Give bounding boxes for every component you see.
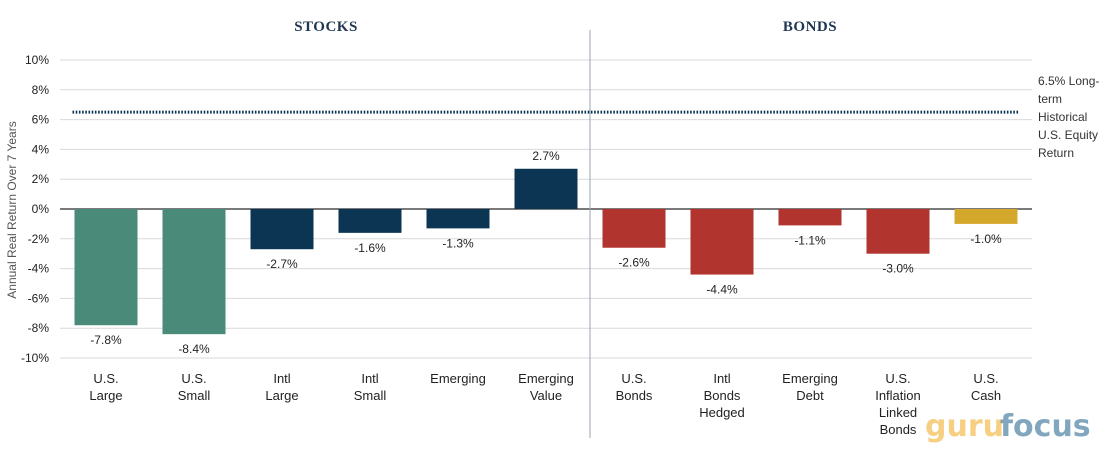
bar-value-label: -2.7% <box>266 257 298 271</box>
reference-line-group: 6.5% Long-term Historical U.S. Equity Retur… <box>72 74 1099 160</box>
category-label: Large <box>89 388 122 403</box>
y-tick-label: -2% <box>28 232 50 246</box>
bar-us-inflation-linked-bonds <box>866 209 930 254</box>
category-label: Emerging <box>518 371 574 386</box>
y-tick-label: 0% <box>32 202 50 216</box>
category-label: Value <box>530 388 562 403</box>
y-tick-label: -4% <box>28 262 50 276</box>
bar-us-cash <box>954 209 1018 224</box>
y-tick-label: 6% <box>32 113 50 127</box>
bar-value-label: 2.7% <box>532 149 560 163</box>
category-label: Emerging <box>782 371 838 386</box>
section-headers: STOCKS BONDS <box>294 19 837 35</box>
reference-line-label: Return <box>1038 146 1074 160</box>
y-tick-label: -6% <box>28 291 50 305</box>
category-label: U.S. <box>621 371 646 386</box>
category-label: Bonds <box>616 388 653 403</box>
bar-value-label: -1.6% <box>354 241 386 255</box>
category-label: U.S. <box>973 371 998 386</box>
y-axis: 10% 8% 6% 4% 2% 0% -2% -4% -6% -8% -10% <box>21 53 49 365</box>
reference-line-label: 6.5% Long- <box>1038 74 1099 88</box>
y-axis-title: Annual Real Return Over 7 Years <box>5 121 19 298</box>
bar-emerging-value <box>514 168 578 209</box>
category-label: Intl <box>273 371 290 386</box>
bar-value-label: -1.0% <box>970 232 1002 246</box>
bar-value-label: -2.6% <box>618 256 650 270</box>
y-tick-label: 8% <box>32 83 50 97</box>
bar-intl-bonds-hedged <box>690 209 754 275</box>
reference-line-label: U.S. Equity <box>1038 128 1098 142</box>
bar-us-large <box>74 209 138 326</box>
y-tick-label: 4% <box>32 142 50 156</box>
category-label: Bonds <box>704 388 741 403</box>
y-tick-label: 10% <box>25 53 49 67</box>
category-label: Small <box>354 388 387 403</box>
bar-value-label: -7.8% <box>90 333 122 347</box>
watermark-guru: guru <box>925 409 1004 444</box>
reference-line-label: term <box>1038 92 1062 106</box>
category-label: Inflation <box>875 388 921 403</box>
category-label: Hedged <box>699 405 745 420</box>
bar-value-label: -3.0% <box>882 262 914 276</box>
watermark-focus: focus <box>1000 409 1091 444</box>
category-label: U.S. <box>181 371 206 386</box>
bar-emerging <box>426 209 490 229</box>
y-tick-label: -10% <box>21 351 49 365</box>
reference-line-label: Historical <box>1038 110 1087 124</box>
section-header-stocks: STOCKS <box>294 19 358 35</box>
bar-emerging-debt <box>778 209 842 226</box>
bar-us-small <box>162 209 226 335</box>
bars: -7.8% -8.4% -2.7% -1.6% -1.3% 2.7% -2.6% -4.4% -… <box>74 149 1018 356</box>
bar-value-label: -4.4% <box>706 283 738 297</box>
bar-intl-large <box>250 209 314 250</box>
section-header-bonds: BONDS <box>783 19 837 35</box>
bar-value-label: -8.4% <box>178 342 210 356</box>
category-label: Intl <box>713 371 730 386</box>
bar-us-bonds <box>602 209 666 248</box>
category-label: Cash <box>971 388 1001 403</box>
bar-value-label: -1.1% <box>794 233 826 247</box>
category-label: U.S. <box>885 371 910 386</box>
watermark: guru focus <box>925 409 1091 444</box>
category-label: Linked <box>879 405 917 420</box>
y-tick-label: 2% <box>32 172 50 186</box>
bar-intl-small <box>338 209 402 233</box>
y-tick-label: -8% <box>28 321 50 335</box>
category-label: Small <box>178 388 211 403</box>
category-label: Emerging <box>430 371 486 386</box>
category-label: Intl <box>361 371 378 386</box>
category-labels: U.S. Large U.S. Small Intl Large Intl Small Emer… <box>89 371 1001 437</box>
category-label: Bonds <box>880 422 917 437</box>
category-label: Debt <box>796 388 824 403</box>
category-label: U.S. <box>93 371 118 386</box>
category-label: Large <box>265 388 298 403</box>
bar-value-label: -1.3% <box>442 236 474 250</box>
